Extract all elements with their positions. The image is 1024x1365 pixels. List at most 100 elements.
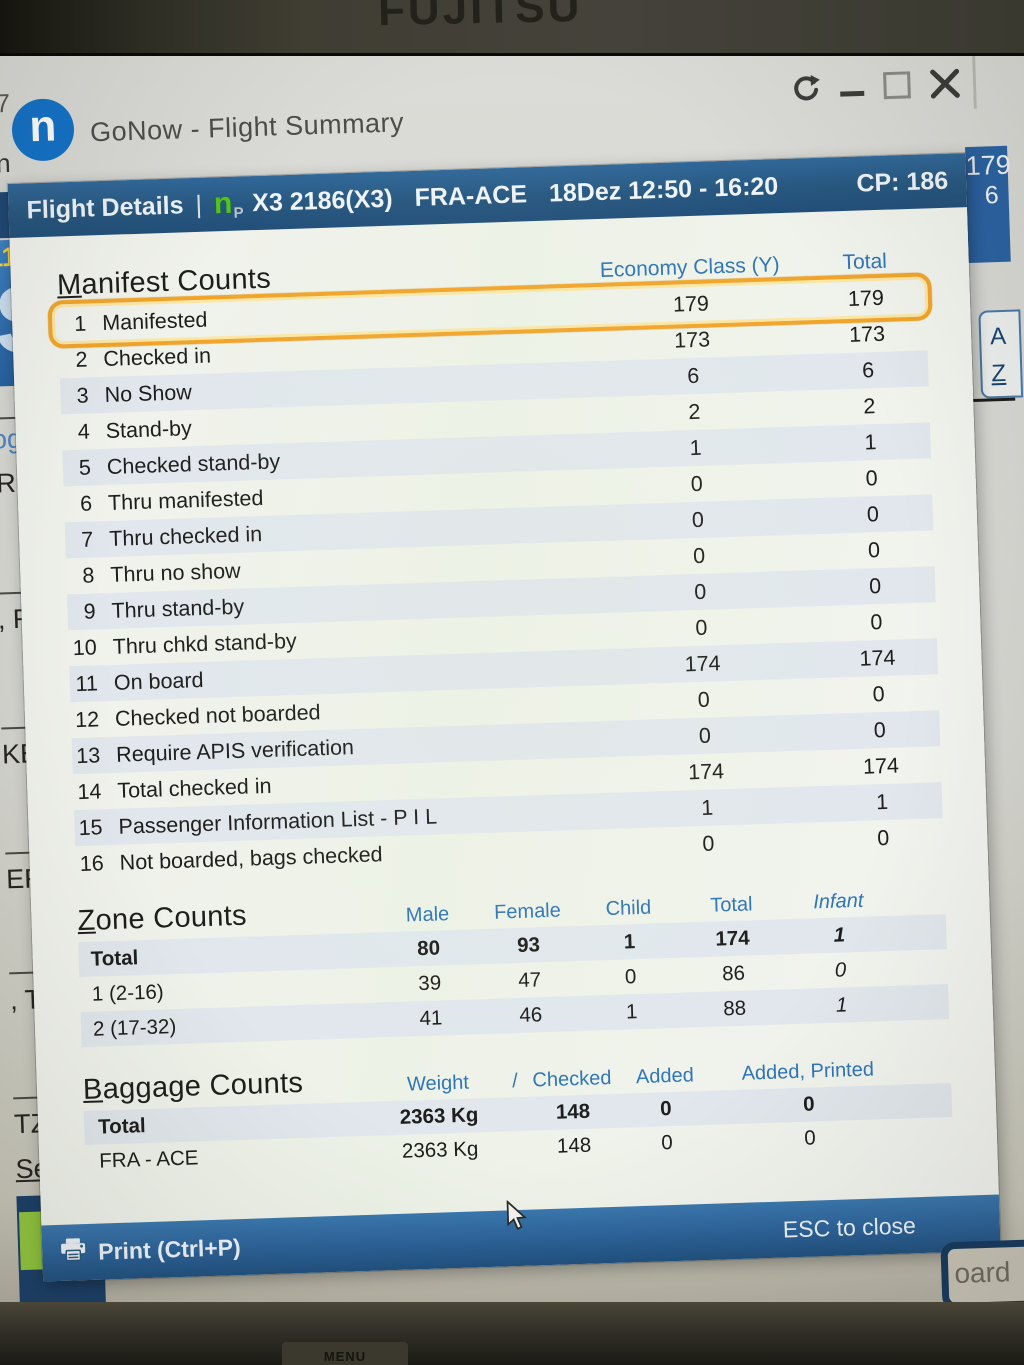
total-value: 173 — [848, 321, 886, 347]
window-controls — [791, 67, 962, 104]
row-number: 16 — [79, 850, 105, 876]
background-count: 6 — [984, 181, 1000, 210]
background-count: 179 — [965, 149, 1012, 182]
economy-value: 2 — [688, 399, 701, 424]
total-value: 174 — [862, 753, 900, 779]
total-value: 1 — [864, 429, 877, 454]
male-value: 39 — [417, 970, 442, 995]
total-value: 179 — [847, 285, 885, 311]
economy-value: 174 — [684, 650, 721, 676]
total-value: 6 — [861, 357, 875, 383]
economy-value: 174 — [687, 758, 725, 784]
total-value: 0 — [872, 681, 886, 706]
checked-value: 148 — [556, 1133, 592, 1158]
capacity-label: CP: 186 — [855, 166, 949, 198]
monitor-menu-button[interactable]: MENU — [282, 1342, 408, 1365]
column-header-infant: Infant — [812, 889, 864, 914]
manifest-table: 1 Manifested 179 179 2 Checked in 173 17… — [58, 278, 944, 882]
economy-value: 0 — [691, 507, 705, 532]
row-number: 13 — [75, 742, 101, 768]
slash-spacer — [504, 1114, 528, 1115]
column-header-economy: Economy Class (Y) — [599, 253, 780, 282]
row-number: 5 — [78, 454, 92, 480]
added-value: 0 — [659, 1097, 672, 1121]
baggage-title: Baggage Counts — [82, 1066, 304, 1107]
background-text-fragment: 07 — [0, 87, 11, 119]
weight-value: 2363 Kg — [401, 1137, 479, 1163]
az-bottom: Z — [990, 360, 1007, 388]
column-header-slash: / — [511, 1070, 519, 1093]
total-value: 88 — [722, 996, 747, 1020]
total-value: 1 — [875, 789, 889, 814]
screen-content: 07 ch n GoNow - Flight Summary — [0, 56, 1024, 1302]
zone-label: 1 (2-16) — [91, 979, 165, 1006]
dialog-body: Manifest Counts Economy Class (Y) Total … — [9, 207, 998, 1225]
maximize-icon[interactable] — [883, 71, 912, 100]
economy-value: 0 — [690, 471, 704, 496]
economy-value: 1 — [689, 435, 702, 460]
female-value: 46 — [519, 1002, 543, 1027]
column-header-total: Total — [709, 893, 753, 917]
mouse-cursor — [505, 1199, 530, 1238]
background-text-fragment: ch — [0, 147, 11, 179]
added-value: 0 — [660, 1131, 674, 1155]
window-title: GoNow - Flight Summary — [89, 107, 405, 148]
baggage-label: FRA - ACE — [98, 1146, 199, 1173]
infant-value: 1 — [835, 992, 848, 1017]
flight-schedule: 18Dez 12:50 - 16:20 — [548, 171, 779, 208]
dialog-footer: Print (Ctrl+P) ESC to close — [41, 1194, 1001, 1282]
column-header-checked: Checked — [532, 1067, 612, 1092]
row-number: 1 — [73, 311, 87, 336]
column-header-added-printed: Added, Printed — [741, 1058, 875, 1085]
row-number: 12 — [74, 706, 100, 732]
print-button[interactable]: Print (Ctrl+P) — [60, 1232, 241, 1268]
sort-az-button[interactable]: A Z — [978, 309, 1024, 399]
row-number: 3 — [76, 383, 89, 408]
row-number: 6 — [79, 490, 93, 516]
total-value: 0 — [873, 717, 887, 742]
total-value: 0 — [868, 573, 882, 598]
economy-value: 1 — [700, 795, 714, 820]
total-value: 174 — [859, 645, 896, 671]
infant-value: 0 — [834, 957, 847, 982]
printer-icon — [60, 1237, 87, 1268]
column-header-weight: Weight — [406, 1071, 470, 1096]
zone-counts-section: Zone Counts Male Female Child Total Infa… — [77, 868, 950, 1048]
row-number: 2 — [75, 347, 88, 372]
row-number: 9 — [83, 598, 96, 624]
male-value: 80 — [416, 935, 441, 960]
minimize-icon[interactable] — [839, 74, 866, 99]
gonow-green-icon: n P — [213, 186, 244, 222]
background-window-corner — [971, 56, 1018, 109]
row-number: 7 — [80, 526, 94, 552]
weight-value: 2363 Kg — [399, 1103, 479, 1129]
total-value: 174 — [714, 925, 750, 951]
column-header-total: Total — [842, 249, 888, 275]
added-printed-value: 0 — [802, 1092, 815, 1116]
added-printed-value: 0 — [803, 1126, 817, 1150]
economy-value: 179 — [672, 290, 710, 317]
child-value: 0 — [624, 964, 637, 989]
male-value: 41 — [419, 1005, 443, 1030]
female-value: 93 — [516, 932, 541, 957]
board-button-fragment[interactable]: oard — [940, 1238, 1024, 1302]
gonow-logo: n — [11, 97, 75, 162]
economy-value: 6 — [686, 363, 700, 388]
column-header-female: Female — [493, 899, 562, 924]
total-value: 2 — [862, 393, 876, 419]
zone-label: Total — [90, 945, 139, 971]
column-header-added: Added — [635, 1064, 695, 1089]
row-number: 4 — [77, 419, 91, 444]
row-number: 8 — [82, 562, 95, 588]
refresh-icon[interactable] — [791, 72, 822, 105]
female-value: 47 — [517, 967, 542, 992]
close-icon[interactable] — [928, 67, 961, 100]
economy-value: 0 — [697, 687, 711, 712]
zone-label: 2 (17-32) — [92, 1014, 177, 1041]
infant-value: 1 — [833, 922, 846, 947]
flight-route: FRA-ACE — [414, 179, 528, 212]
screen: 07 ch n GoNow - Flight Summary — [0, 56, 1024, 1302]
row-number: 14 — [77, 778, 102, 804]
economy-value: 0 — [698, 723, 712, 748]
